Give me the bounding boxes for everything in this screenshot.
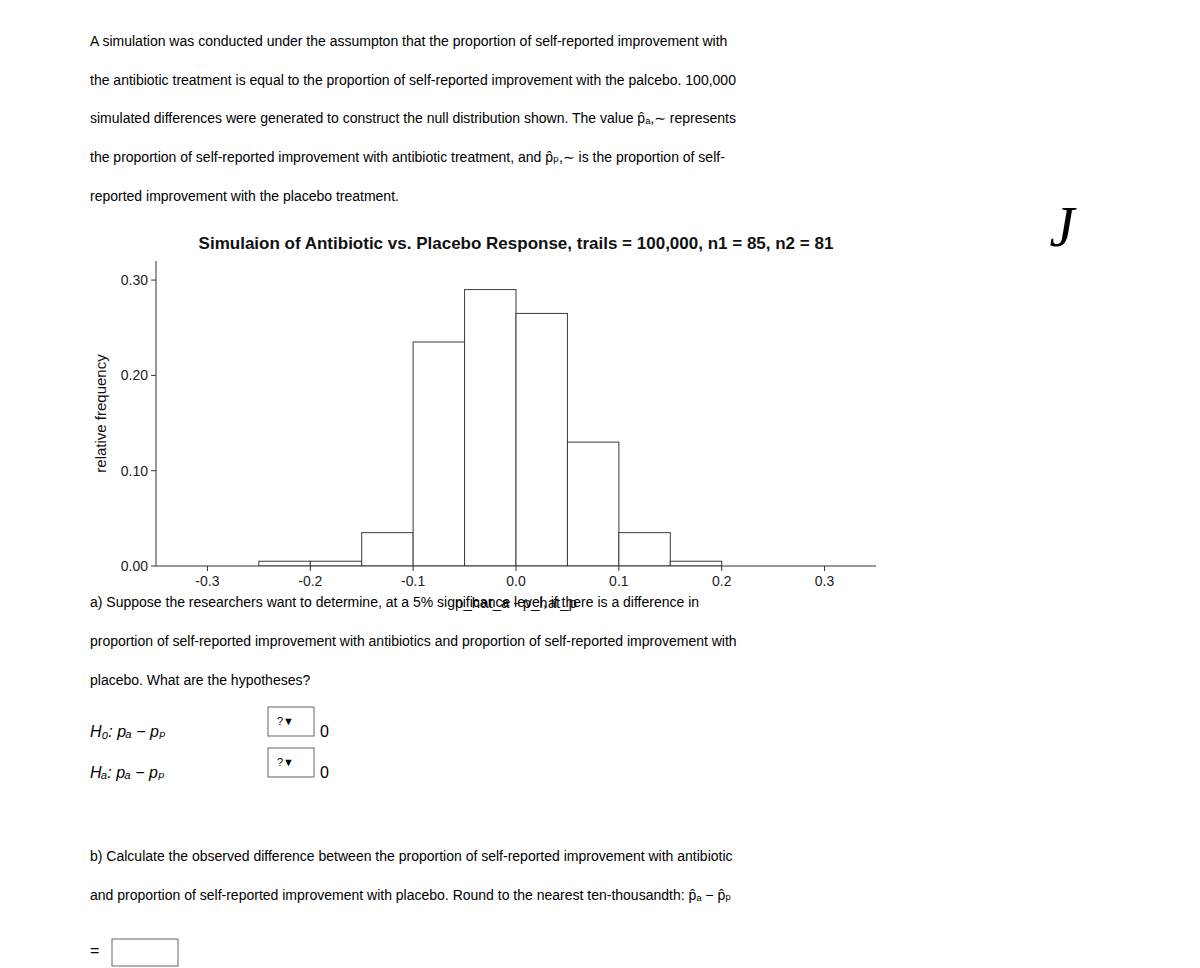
x-tick <box>310 566 311 571</box>
x-tick-label: -0.1 <box>401 573 425 589</box>
annotation: = <box>90 942 99 959</box>
answer-box[interactable] <box>268 748 314 777</box>
x-tick <box>721 566 722 571</box>
annotation: simulated differences were generated to … <box>90 110 736 126</box>
annotation: a) Suppose the researchers want to deter… <box>90 594 699 610</box>
x-tick-label: 0.2 <box>712 573 732 589</box>
y-tick <box>151 375 156 376</box>
annotation: J <box>1050 196 1078 258</box>
annotation: 0 <box>320 723 329 740</box>
y-axis-label: relative frequency <box>92 354 109 473</box>
histogram-bar <box>516 313 567 566</box>
y-axis-line <box>156 261 157 566</box>
x-tick-label: -0.2 <box>298 573 322 589</box>
answer-box[interactable] <box>268 707 314 736</box>
annotation: 0 <box>320 764 329 781</box>
annotation: and proportion of self-reported improvem… <box>90 887 731 903</box>
annotation: ?▼ <box>277 715 294 727</box>
x-tick <box>824 566 825 571</box>
histogram-bar <box>259 561 310 566</box>
annotation: the antibiotic treatment is equal to the… <box>90 72 736 88</box>
annotation: reported improvement with the placebo tr… <box>90 188 399 204</box>
y-tick <box>151 470 156 471</box>
histogram-bar <box>362 533 413 566</box>
y-tick-label: 0.10 <box>121 463 148 479</box>
y-tick-label: 0.30 <box>121 272 148 288</box>
x-tick <box>413 566 414 571</box>
histogram-bar <box>310 561 361 566</box>
histogram-bar <box>670 561 721 566</box>
y-tick-label: 0.00 <box>121 558 148 574</box>
x-tick-label: -0.3 <box>195 573 219 589</box>
annotation: b) Calculate the observed difference bet… <box>90 848 733 864</box>
x-tick <box>516 566 517 571</box>
x-tick-label: 0.1 <box>609 573 629 589</box>
x-tick-label: 0.0 <box>506 573 526 589</box>
annotation: the proportion of self-reported improvem… <box>90 149 725 165</box>
bars <box>259 290 722 566</box>
y-tick <box>151 280 156 281</box>
histogram-bar <box>619 533 670 566</box>
histogram-bar <box>465 290 516 566</box>
annotation: Hₐ: pₐ − pₚ <box>90 764 165 781</box>
figure: -0.3 -0.2 -0.1 0.0 0.1 0.2 0.3 0.00 0.10 0.20 0.30… <box>0 0 1200 968</box>
chart-title: Simulaion of Antibiotic vs. Placebo Resp… <box>199 234 834 253</box>
y-tick-label: 0.20 <box>121 367 148 383</box>
x-tick <box>207 566 208 571</box>
y-tick <box>151 566 156 567</box>
answer-box[interactable] <box>112 939 178 966</box>
histogram-bar <box>567 442 618 566</box>
annotation: H₀: pₐ − pₚ <box>90 723 166 740</box>
annotation: A simulation was conducted under the ass… <box>90 33 727 49</box>
annotation: proportion of self-reported improvement … <box>90 633 737 649</box>
histogram-bar <box>413 342 464 566</box>
annotation: ?▼ <box>277 756 294 768</box>
annotation: placebo. What are the hypotheses? <box>90 672 310 688</box>
x-tick-label: 0.3 <box>815 573 835 589</box>
x-tick <box>618 566 619 571</box>
